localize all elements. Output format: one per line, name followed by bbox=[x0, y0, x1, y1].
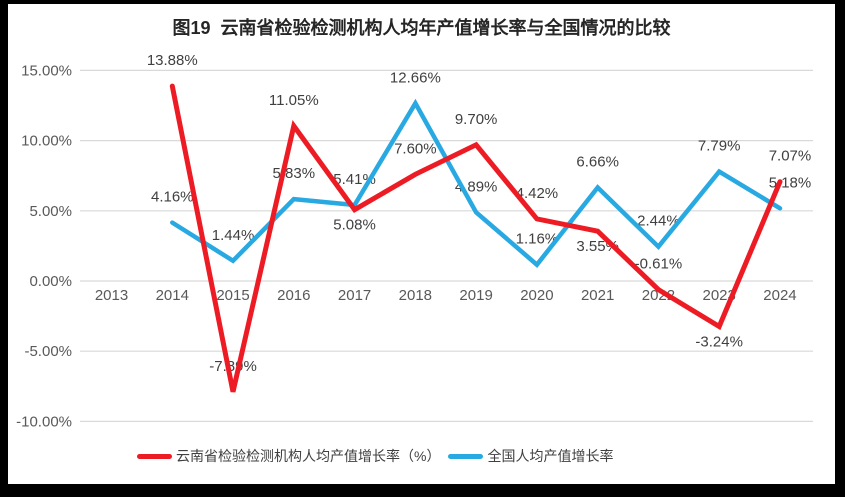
x-tick-label: 2020 bbox=[520, 287, 553, 304]
x-tick-label: 2013 bbox=[95, 287, 128, 304]
x-tick-label: 2021 bbox=[581, 287, 614, 304]
data-label: 7.07% bbox=[769, 148, 812, 165]
series-line-yunnan bbox=[169, 83, 783, 393]
data-label: 11.05% bbox=[269, 92, 319, 109]
chart-canvas bbox=[8, 4, 835, 484]
data-label: 4.16% bbox=[151, 189, 194, 206]
legend-label-national: 全国人均产值增长率 bbox=[487, 448, 614, 464]
y-tick-label: 0.00% bbox=[29, 273, 72, 290]
x-tick-label: 2014 bbox=[156, 287, 189, 304]
data-label: 12.66% bbox=[390, 69, 441, 86]
x-tick-label: 2018 bbox=[399, 287, 432, 304]
data-label: 1.16% bbox=[516, 231, 559, 248]
legend-marker-yunnan-line bbox=[137, 453, 172, 459]
data-label: 5.08% bbox=[333, 217, 376, 234]
x-tick-label: 2016 bbox=[277, 287, 310, 304]
data-label: 7.60% bbox=[394, 140, 437, 157]
y-tick-label: -10.00% bbox=[16, 413, 72, 430]
y-tick-label: 10.00% bbox=[21, 133, 72, 150]
data-label: 2.44% bbox=[637, 213, 680, 230]
x-tick-label: 2015 bbox=[216, 287, 249, 304]
x-tick-label: 2024 bbox=[763, 287, 796, 304]
data-label: -3.24% bbox=[695, 333, 743, 350]
legend-item-yunnan: 云南省检验检测机构人均产值增长率（%） bbox=[137, 447, 440, 465]
data-label: 1.44% bbox=[212, 227, 255, 244]
legend-label-yunnan: 云南省检验检测机构人均产值增长率（%） bbox=[176, 448, 441, 464]
y-tick-label: -5.00% bbox=[24, 343, 72, 360]
data-label: 6.66% bbox=[576, 153, 619, 170]
chart-legend: 云南省检验检测机构人均产值增长率（%） 全国人均产值增长率 bbox=[137, 447, 613, 465]
legend-marker-national-line bbox=[448, 453, 484, 459]
data-label: 7.79% bbox=[698, 138, 741, 155]
data-label: 4.42% bbox=[516, 185, 559, 202]
x-tick-label: 2019 bbox=[459, 287, 492, 304]
data-label: -7.89% bbox=[209, 358, 257, 375]
x-tick-label: 2023 bbox=[703, 287, 736, 304]
x-tick-label: 2017 bbox=[338, 287, 371, 304]
data-label: 9.70% bbox=[455, 111, 498, 128]
data-label: 5.83% bbox=[273, 165, 316, 182]
data-label: -0.61% bbox=[635, 256, 683, 273]
x-tick-label: 2022 bbox=[642, 287, 675, 304]
y-tick-label: 15.00% bbox=[21, 62, 72, 79]
data-label: 13.88% bbox=[147, 52, 198, 69]
y-tick-label: 5.00% bbox=[29, 203, 72, 220]
chart-title: 图19 云南省检验检测机构人均年产值增长率与全国情况的比较 bbox=[172, 18, 671, 38]
legend-item-national: 全国人均产值增长率 bbox=[448, 447, 613, 465]
